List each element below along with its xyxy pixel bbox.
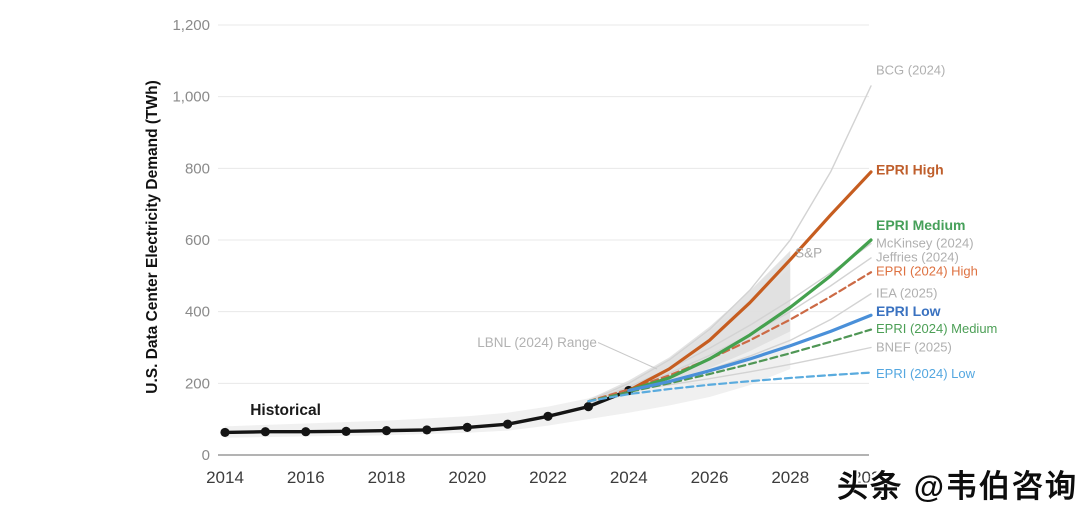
series-label-bnef-2025: BNEF (2025) (876, 339, 952, 354)
band-lbnl-2024-range (225, 268, 791, 438)
series-label-epri-2024-medium: EPRI (2024) Medium (876, 321, 997, 336)
x-tick-label: 2026 (691, 468, 729, 487)
data-point-marker (260, 427, 270, 437)
series-label-bcg-2024: BCG (2024) (876, 62, 945, 77)
series-mckinsey-2024 (587, 242, 872, 403)
series-label-epri-2024-high: EPRI (2024) High (876, 264, 978, 279)
series-label-mckinsey-2024: McKinsey (2024) (876, 235, 974, 250)
y-tick-label: 600 (185, 232, 210, 249)
data-point-marker (220, 427, 230, 438)
x-tick-label: 2022 (529, 468, 567, 487)
annotation-s-p: S&P (795, 246, 822, 261)
data-point-marker (462, 422, 472, 433)
x-tick-label: 2016 (287, 468, 325, 487)
y-tick-label: 1,000 (172, 89, 210, 106)
data-point-marker (301, 427, 311, 437)
series-label-jeffries-2024: Jeffries (2024) (876, 249, 959, 264)
y-axis-title: U.S. Data Center Electricity Demand (TWh… (144, 80, 161, 394)
data-point-marker (422, 425, 432, 435)
y-tick-label: 400 (185, 304, 210, 321)
y-tick-label: 800 (185, 160, 210, 177)
series-epri-low (627, 313, 873, 393)
band-s-p (588, 250, 791, 405)
series-historical (220, 385, 634, 438)
annotation-historical: Historical (250, 402, 321, 419)
series-bcg-2024 (587, 85, 872, 402)
series-label-iea-2025: IEA (2025) (876, 286, 937, 301)
data-point-marker (503, 419, 513, 429)
watermark-text: 头条 @韦伯咨询 (837, 469, 1078, 504)
annotation-leader-line (597, 342, 658, 370)
data-point-marker (583, 402, 593, 412)
series-epri-2024-low (587, 371, 873, 403)
x-tick-label: 2024 (610, 468, 648, 487)
y-tick-label: 0 (202, 447, 210, 464)
x-tick-label: 2020 (448, 468, 486, 487)
y-tick-label: 200 (185, 375, 210, 392)
x-tick-label: 2014 (206, 468, 244, 487)
data-point-marker (341, 426, 351, 436)
data-point-marker (543, 411, 553, 421)
series-label-epri-high: EPRI High (876, 162, 944, 178)
series-label-epri-medium: EPRI Medium (876, 217, 965, 233)
annotation-lbnl-2024-range: LBNL (2024) Range (477, 335, 597, 350)
series-epri-medium (627, 238, 873, 393)
y-tick-label: 1,200 (172, 17, 210, 34)
x-tick-label: 2028 (771, 468, 809, 487)
series-label-epri-2024-low: EPRI (2024) Low (876, 366, 976, 381)
series-bnef-2025 (628, 346, 872, 392)
gridlines (218, 24, 869, 456)
data-point-marker (381, 426, 392, 436)
x-tick-label: 2018 (368, 468, 406, 487)
series-label-epri-low: EPRI Low (876, 303, 941, 319)
x-tick-label: 2030 (852, 468, 890, 487)
series-epri-high (627, 170, 873, 393)
